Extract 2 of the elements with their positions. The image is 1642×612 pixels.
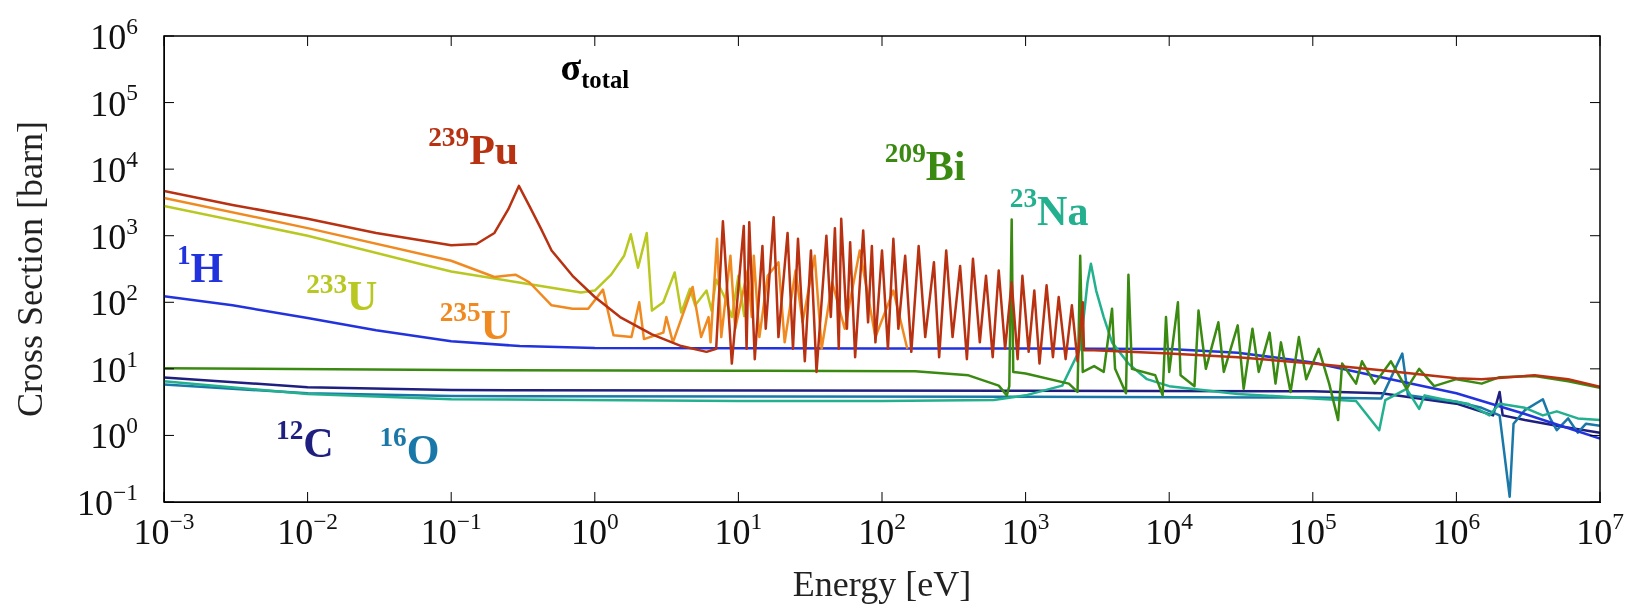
x-axis-title: Energy [eV] [792, 564, 972, 604]
y-axis-title: Cross Section [barn] [10, 121, 50, 417]
